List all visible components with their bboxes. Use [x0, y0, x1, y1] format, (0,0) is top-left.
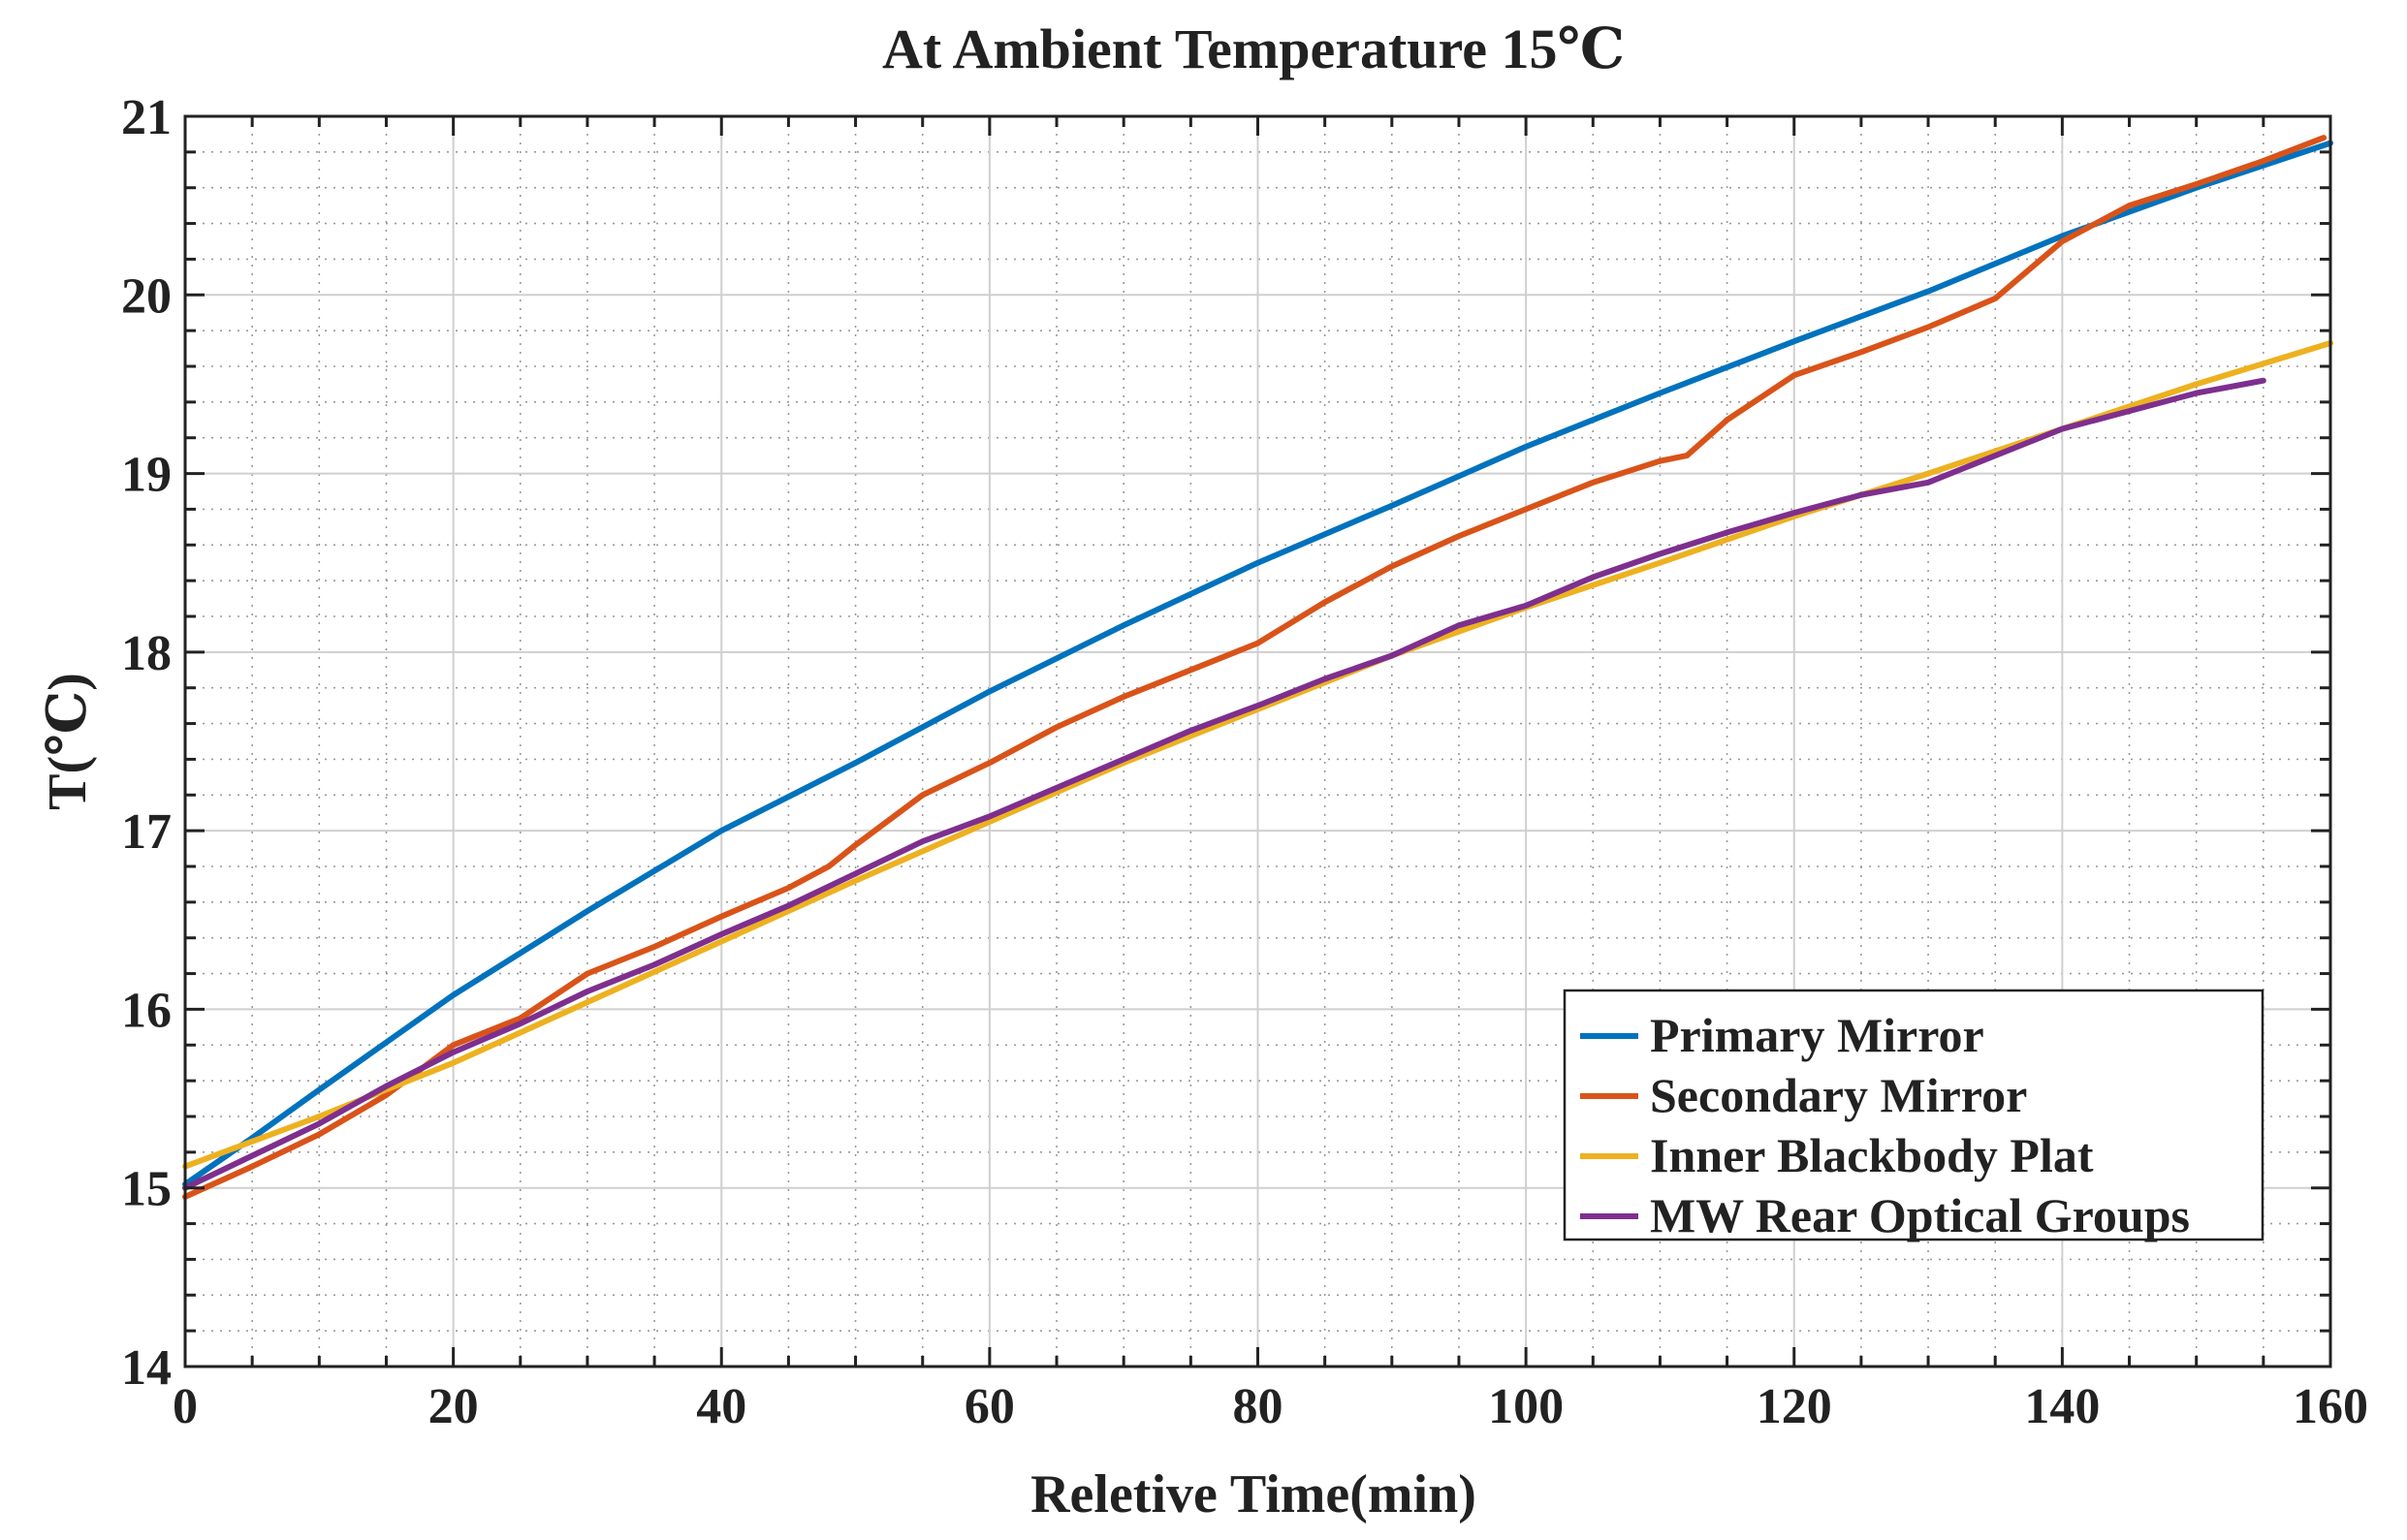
x-tick-label: 140 [2024, 1379, 2100, 1434]
y-tick-label: 21 [121, 90, 172, 145]
y-tick-label: 20 [121, 268, 172, 324]
x-tick-label: 100 [1488, 1379, 1564, 1434]
chart-title: At Ambient Temperature 15℃ [882, 17, 1625, 80]
series-line-1 [182, 140, 2333, 1187]
y-tick-label: 16 [121, 983, 172, 1038]
x-tick-label: 80 [1233, 1379, 1283, 1434]
y-tick-label: 14 [121, 1340, 172, 1396]
series-layer [182, 135, 2333, 1200]
tick-labels: 0 20 40 60 80 100 120 140 160 14 15 16 17 18 19 20 21 [121, 90, 2368, 1434]
legend-label-2: Secondary Mirror [1650, 1068, 2027, 1122]
x-axis-label: Reletive Time(min) [1030, 1464, 1476, 1524]
legend-label-4: MW Rear Optical Groups [1650, 1188, 2190, 1242]
series-line-3 [182, 340, 2333, 1170]
legend-box [1563, 989, 2264, 1241]
x-tick-label: 160 [2293, 1379, 2368, 1434]
legend-label-1: Primary Mirror [1650, 1008, 1984, 1062]
y-tick-label: 17 [121, 804, 172, 860]
y-axis-label: T(℃) [38, 673, 98, 810]
x-tick-label: 20 [428, 1379, 479, 1434]
series-line-2 [182, 135, 2328, 1200]
legend-label-3: Inner Blackbody Plat [1650, 1128, 2094, 1182]
series-line-4 [182, 377, 2266, 1191]
x-tick-label: 0 [173, 1379, 198, 1434]
legend-items: Primary Mirror Secondary Mirror Inner Blac… [1580, 1008, 2190, 1242]
y-tick-label: 19 [121, 448, 172, 503]
legend: Primary Mirror Secondary Mirror Inner Blac… [1563, 989, 2264, 1242]
y-tick-label: 18 [121, 626, 172, 681]
x-tick-label: 120 [1757, 1379, 1832, 1434]
y-tick-label: 15 [121, 1162, 172, 1217]
x-tick-label: 60 [965, 1379, 1015, 1434]
x-tick-label: 40 [696, 1379, 746, 1434]
ticks [183, 114, 2332, 1368]
